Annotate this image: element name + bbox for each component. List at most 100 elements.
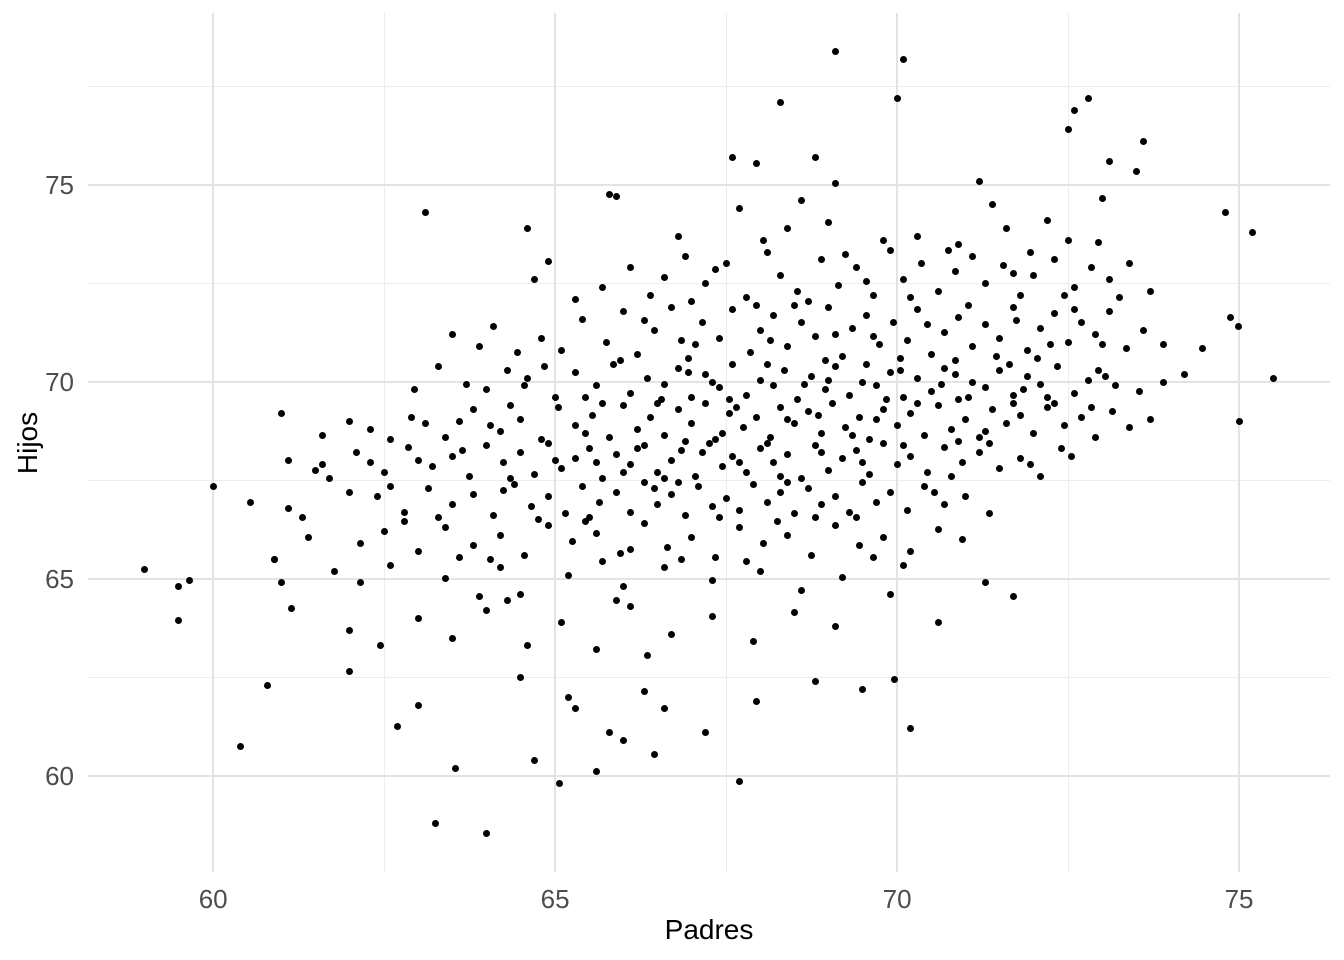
data-point	[517, 591, 525, 599]
data-point	[777, 404, 785, 412]
data-point	[366, 459, 374, 467]
data-point	[852, 447, 860, 455]
data-point	[784, 532, 792, 540]
data-point	[462, 380, 470, 388]
data-point	[736, 778, 744, 786]
data-point	[825, 467, 833, 475]
data-point	[565, 693, 573, 701]
data-point	[661, 563, 669, 571]
data-point	[1009, 392, 1017, 400]
data-point	[729, 305, 737, 313]
data-point	[866, 435, 874, 443]
data-point	[284, 457, 292, 465]
data-point	[862, 360, 870, 368]
data-point	[428, 463, 436, 471]
data-point	[596, 498, 604, 506]
data-point	[640, 687, 648, 695]
data-point	[592, 382, 600, 390]
data-point	[483, 829, 491, 837]
data-point	[811, 677, 819, 685]
data-point	[356, 579, 364, 587]
data-point	[650, 327, 658, 335]
y-axis-tick-label: 70	[45, 367, 74, 398]
data-point	[855, 541, 863, 549]
data-point	[975, 449, 983, 457]
data-point	[1016, 412, 1024, 420]
data-point	[520, 551, 528, 559]
data-point	[886, 591, 894, 599]
data-point	[449, 453, 457, 461]
data-point	[938, 380, 946, 388]
data-point	[1105, 276, 1113, 284]
data-point	[620, 583, 627, 591]
data-point	[582, 429, 590, 437]
data-point	[941, 329, 949, 337]
data-point	[907, 410, 915, 418]
data-point	[719, 463, 727, 471]
data-point	[886, 246, 894, 254]
data-point	[469, 490, 477, 498]
data-point	[811, 441, 819, 449]
data-point	[749, 638, 757, 646]
data-point	[920, 482, 928, 490]
data-point	[886, 488, 894, 496]
data-point	[1098, 341, 1106, 349]
data-point	[503, 597, 511, 605]
data-point	[667, 457, 675, 465]
data-point	[681, 512, 689, 520]
data-point	[784, 451, 792, 459]
data-point	[934, 287, 942, 295]
data-point	[832, 47, 840, 55]
data-point	[1112, 382, 1120, 390]
data-point	[951, 356, 959, 364]
data-point	[811, 514, 819, 522]
gridline-x-major	[896, 13, 899, 872]
data-point	[698, 319, 706, 327]
x-axis-tick-label: 65	[540, 884, 570, 914]
data-point	[377, 642, 385, 650]
data-point	[1009, 270, 1017, 278]
data-point	[1057, 445, 1065, 453]
data-point	[565, 571, 573, 579]
gridline-x-major	[1238, 13, 1241, 872]
data-point	[999, 262, 1007, 270]
data-point	[934, 402, 942, 410]
data-point	[585, 445, 593, 453]
data-point	[442, 524, 450, 532]
data-point	[674, 364, 682, 372]
data-point	[284, 504, 292, 512]
data-point	[613, 451, 621, 459]
data-point	[914, 374, 922, 382]
data-point	[722, 494, 730, 502]
data-point	[927, 388, 935, 396]
data-point	[568, 538, 576, 546]
data-point	[452, 764, 460, 772]
data-point	[825, 376, 833, 384]
data-point	[435, 362, 443, 370]
data-point	[1026, 461, 1034, 469]
data-point	[702, 370, 710, 378]
data-point	[691, 473, 699, 481]
data-point	[1160, 378, 1168, 386]
data-point	[900, 441, 908, 449]
data-point	[305, 534, 313, 542]
data-point	[674, 478, 682, 486]
data-point	[951, 370, 959, 378]
data-point	[496, 532, 504, 540]
data-point	[866, 471, 874, 479]
data-point	[1009, 303, 1017, 311]
data-point	[582, 394, 590, 402]
data-point	[288, 605, 296, 612]
plot-panel	[88, 13, 1330, 872]
data-point	[633, 425, 641, 433]
data-point	[449, 500, 457, 508]
data-point	[1071, 305, 1079, 313]
data-point	[609, 360, 617, 368]
data-point	[541, 362, 549, 370]
data-point	[459, 447, 467, 455]
data-point	[209, 482, 217, 490]
data-point	[729, 453, 737, 461]
data-point	[674, 406, 682, 414]
data-point	[777, 473, 785, 481]
